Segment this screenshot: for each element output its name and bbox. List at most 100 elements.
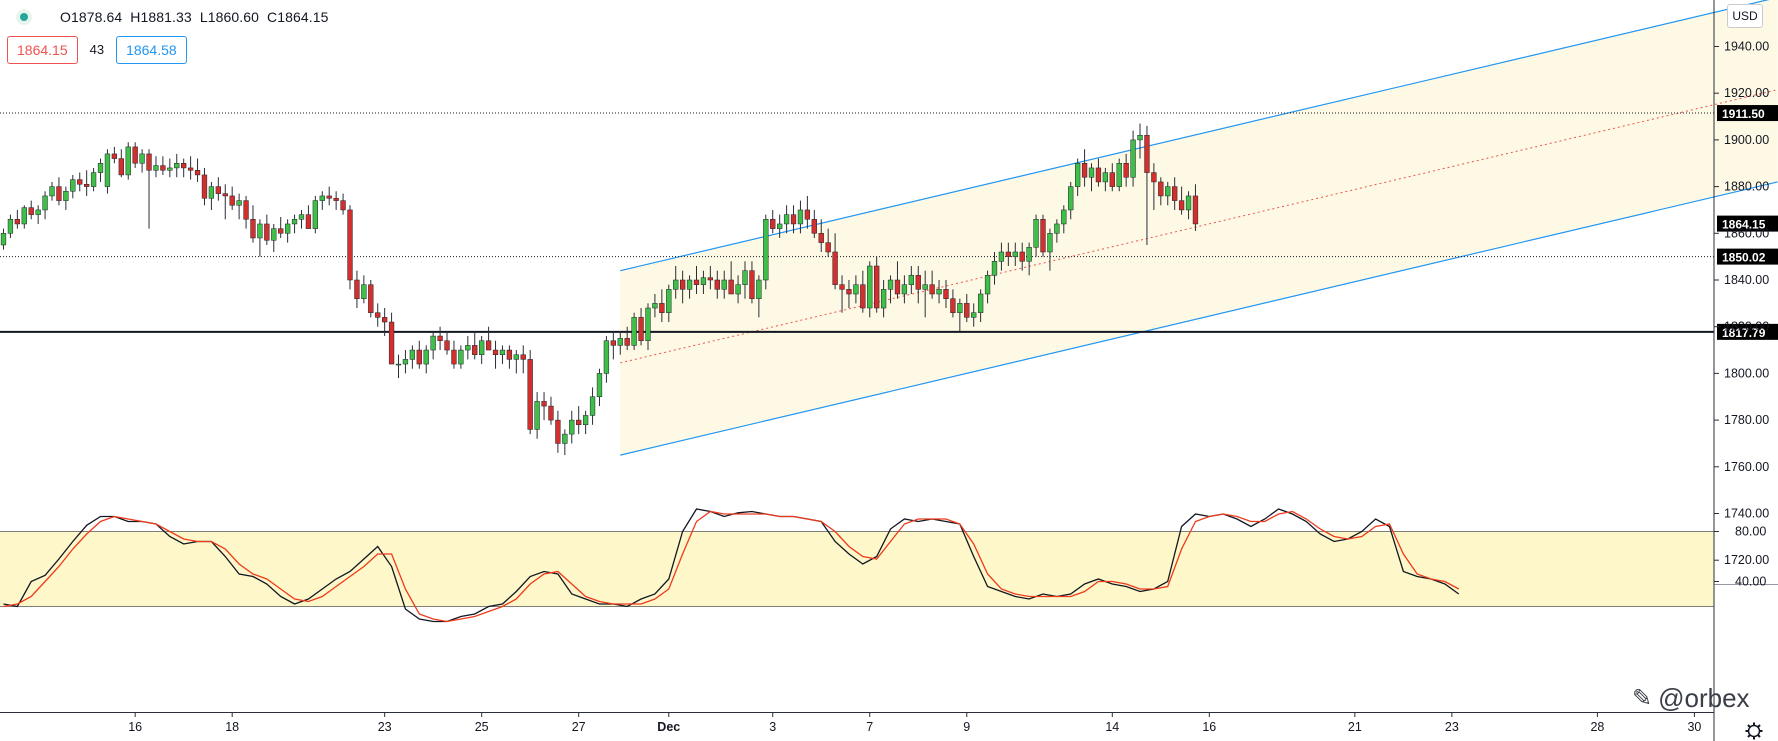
candle [77,172,83,192]
candle [527,350,533,435]
candle [146,149,152,229]
candle-body [1178,200,1185,211]
candle [880,280,887,318]
candle-body [548,405,554,421]
x-tick-label: 28 [1590,720,1604,734]
candle-body [846,289,852,295]
candle [929,270,935,299]
candle [596,368,603,407]
candle [63,186,69,210]
horizontal-levels[interactable]: 1911.50 1850.02 1817.79 1864.15 [0,105,1778,340]
candle-body [347,209,353,281]
candle [887,275,894,304]
candle-body [1026,247,1032,262]
settings-gear-icon[interactable] [1745,722,1763,740]
candle [1116,158,1122,192]
candle [125,142,131,180]
candle-body [132,146,138,164]
x-tick-label: 23 [378,720,392,734]
y-tick-label: 1740.00 [1724,507,1769,521]
candle-body [409,349,416,360]
candle-body [1033,219,1039,248]
candle-body [125,146,131,176]
candle [1151,163,1157,210]
candle-body [104,153,111,187]
candle-body [118,158,124,176]
candle [139,149,145,173]
candle [444,331,450,355]
candle [333,191,339,210]
candle [402,350,409,374]
candle [416,340,422,369]
y-tick-label: 1780.00 [1724,413,1769,427]
candle-body [582,415,589,426]
candle-body [777,223,783,229]
candle [465,336,471,360]
candle-body [437,335,443,341]
candle-body [825,242,831,253]
last-price-tag [1717,215,1778,232]
candle-body [742,270,748,285]
candle-body [936,289,942,295]
candle-body [1019,251,1025,262]
candle [1019,242,1025,271]
x-tick-label: 16 [1202,720,1216,734]
sell-button[interactable]: 1864.15 [7,36,78,64]
channel-lower-line [620,181,1778,456]
candle [617,331,623,355]
candle [922,270,928,318]
candle-body [1130,139,1136,178]
candle [347,205,353,290]
candle-body [1054,223,1060,234]
candle-body [1005,251,1012,257]
candle [1033,214,1039,257]
candle-body [1081,163,1088,178]
candle [603,336,610,383]
candle [1061,205,1067,234]
candle-body [257,223,263,239]
candle-body [1185,195,1192,211]
gear-tooth [1757,734,1761,738]
candle [499,345,506,365]
candle-body [929,284,935,295]
candle [1137,123,1143,159]
candle-body [174,163,180,169]
candle-body [1075,163,1081,187]
candle [326,186,332,206]
candle [319,191,325,210]
candle [423,345,429,374]
candle [562,429,568,456]
candle [915,265,921,304]
y-tick-label: 1900.00 [1724,133,1769,147]
candle [1012,242,1018,266]
candle [576,406,582,435]
candle-body [278,228,284,234]
candle-body [160,165,166,171]
candle-body [908,275,914,285]
candle-body [361,284,367,299]
candle-body [451,349,457,365]
currency-button[interactable]: USD [1727,4,1763,28]
candle [167,158,173,178]
candle-body [569,419,575,435]
candles[interactable] [0,123,1199,456]
ohlc-open: O1878.64 [60,9,123,25]
candle [520,345,526,374]
candle [194,158,201,182]
candle [181,158,187,178]
candle [839,275,845,313]
stochastic-panel[interactable] [0,508,1778,623]
candle [437,326,443,351]
candle-body [631,317,637,346]
candle-body [984,275,991,295]
buy-button[interactable]: 1864.58 [116,36,187,64]
candle [229,186,235,210]
candle [908,265,914,295]
osc-tick-label: 80.00 [1735,525,1766,539]
candle [472,331,478,360]
candle-body [1088,167,1095,178]
candle [492,340,499,369]
candle-body [783,214,790,225]
candle-body [181,163,187,169]
